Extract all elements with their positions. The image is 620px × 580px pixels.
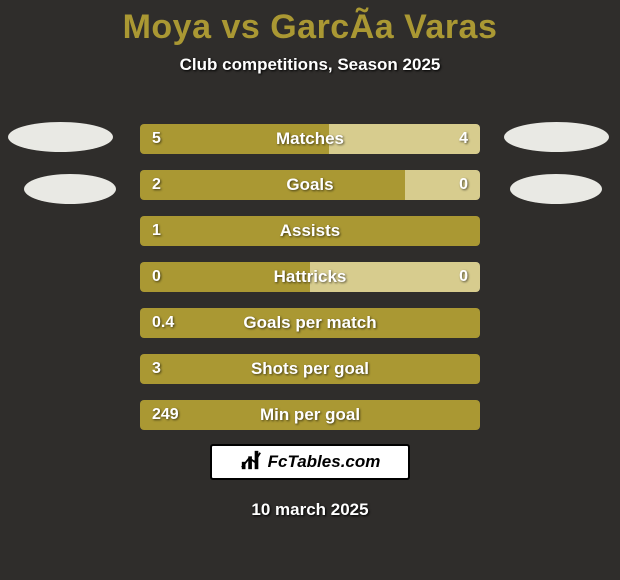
chart-bars-icon <box>240 449 262 476</box>
stat-row: Assists1 <box>140 216 480 246</box>
stat-bar-full <box>140 354 480 384</box>
player-ellipse <box>510 174 602 204</box>
stat-bar-left <box>140 170 405 200</box>
stat-bar-right <box>329 124 480 154</box>
stat-row: Hattricks00 <box>140 262 480 292</box>
stat-row: Matches54 <box>140 124 480 154</box>
stat-bar-left <box>140 262 310 292</box>
stat-bar-right <box>310 262 480 292</box>
date-label: 10 march 2025 <box>0 500 620 520</box>
stat-row: Shots per goal3 <box>140 354 480 384</box>
stat-bar-full <box>140 308 480 338</box>
comparison-bars: Matches54 Goals20 Assists1 Hattricks00 Goals… <box>140 124 480 446</box>
player-ellipse <box>8 122 113 152</box>
page-title: Moya vs GarcÃ­a Varas <box>0 0 620 47</box>
page-subtitle: Club competitions, Season 2025 <box>0 55 620 75</box>
player-ellipse <box>24 174 116 204</box>
logo-text: FcTables.com <box>268 452 381 472</box>
player-ellipse <box>504 122 609 152</box>
stat-row: Goals per match0.4 <box>140 308 480 338</box>
stat-bar-left <box>140 124 329 154</box>
stat-row: Min per goal249 <box>140 400 480 430</box>
stat-bar-full <box>140 400 480 430</box>
logo-box: FcTables.com <box>210 444 410 480</box>
stat-bar-right <box>405 170 480 200</box>
stat-row: Goals20 <box>140 170 480 200</box>
stat-bar-full <box>140 216 480 246</box>
